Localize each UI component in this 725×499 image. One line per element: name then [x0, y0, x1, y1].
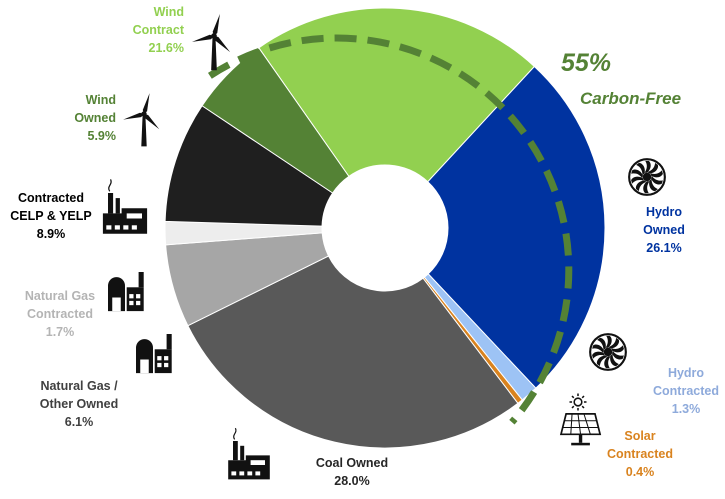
label-solar-contracted: Solar Contracted 0.4%	[607, 429, 673, 479]
label-name-contracted-celp-yelp: Contracted CELP & YELP	[10, 191, 92, 223]
label-name-hydro-contracted: Hydro Contracted	[653, 366, 719, 398]
label-wind-owned: Wind Owned 5.9%	[74, 93, 116, 143]
solar-panel-icon	[559, 393, 602, 446]
label-contracted-celp-yelp: Contracted CELP & YELP 8.9%	[10, 191, 92, 241]
slice-labels: Wind Contract 21.6% Hydro Owned 26.1% Hydro Con…	[10, 5, 719, 488]
label-name-natural-gas-other-owned: Natural Gas / Other Owned	[40, 379, 118, 411]
gas-plant-icon	[108, 272, 144, 312]
label-value-contracted-celp-yelp: 8.9%	[37, 227, 66, 241]
hydro-turbine-icon	[589, 333, 627, 371]
slice-icons	[102, 13, 666, 480]
carbon-free-percent: 55%	[561, 49, 611, 77]
label-name-coal-owned: Coal Owned	[316, 456, 388, 470]
label-name-solar-contracted: Solar Contracted	[607, 429, 673, 461]
factory-icon	[228, 427, 270, 480]
label-name-wind-contract: Wind Contract	[133, 5, 185, 37]
slice-coal-owned	[187, 255, 519, 449]
label-natural-gas-other-owned: Natural Gas / Other Owned 6.1%	[40, 379, 118, 429]
label-value-solar-contracted: 0.4%	[626, 465, 655, 479]
label-value-wind-owned: 5.9%	[88, 129, 117, 143]
label-coal-owned: Coal Owned 28.0%	[316, 456, 388, 488]
label-value-hydro-contracted: 1.3%	[672, 402, 701, 416]
label-hydro-contracted: Hydro Contracted 1.3%	[653, 366, 719, 416]
slice-wind-owned	[201, 47, 350, 194]
hydro-turbine-icon	[628, 158, 666, 196]
wind-turbine-icon	[123, 93, 160, 147]
label-value-hydro-owned: 26.1%	[646, 241, 681, 255]
wind-turbine-icon	[191, 13, 231, 71]
carbon-free-label: Carbon-Free	[580, 89, 681, 108]
label-natural-gas-contracted: Natural Gas Contracted 1.7%	[25, 289, 95, 339]
label-value-coal-owned: 28.0%	[334, 474, 369, 488]
carbon-free-arc	[207, 34, 573, 425]
label-wind-contract: Wind Contract 21.6%	[133, 5, 185, 55]
factory-icon	[102, 179, 148, 234]
label-name-wind-owned: Wind Owned	[74, 93, 116, 125]
label-value-natural-gas-contracted: 1.7%	[46, 325, 75, 339]
label-hydro-owned: Hydro Owned 26.1%	[643, 205, 685, 255]
label-value-wind-contract: 21.6%	[149, 41, 184, 55]
gas-plant-icon	[136, 334, 172, 374]
label-value-natural-gas-other-owned: 6.1%	[65, 415, 94, 429]
label-name-hydro-owned: Hydro Owned	[643, 205, 685, 237]
slice-hydro-owned	[427, 65, 606, 389]
donut-slices	[164, 7, 606, 449]
label-name-natural-gas-contracted: Natural Gas Contracted	[25, 289, 95, 321]
slice-wind-contract	[258, 7, 536, 183]
